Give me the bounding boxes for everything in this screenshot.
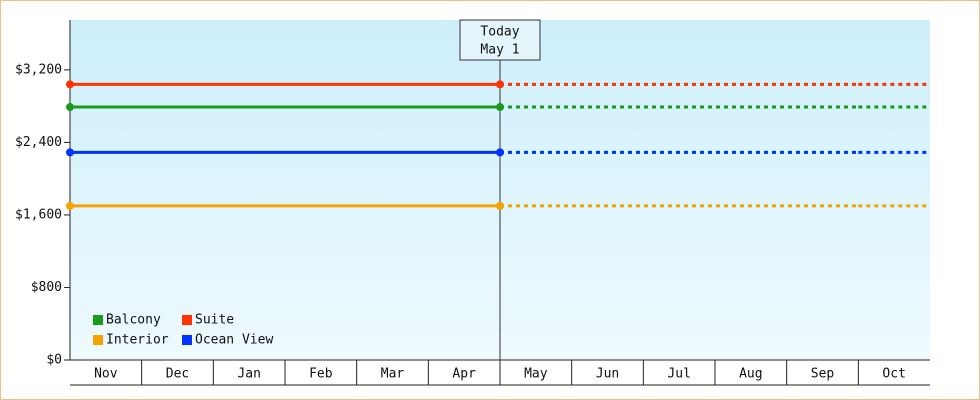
y-tick-label: $800 — [31, 280, 62, 295]
legend-label: Suite — [195, 313, 234, 328]
x-tick-label: Sep — [811, 367, 835, 382]
y-tick-label: $2,400 — [15, 135, 62, 150]
point — [496, 103, 504, 112]
x-tick-label: Feb — [309, 367, 333, 382]
x-tick-label: Apr — [452, 367, 476, 382]
point — [66, 80, 74, 89]
legend-swatch — [182, 335, 192, 345]
x-tick-label: Jul — [667, 367, 690, 382]
legend-label: Balcony — [106, 313, 161, 328]
legend-swatch — [93, 335, 103, 345]
y-tick-label: $1,600 — [15, 207, 62, 222]
y-tick-label: $0 — [46, 353, 62, 368]
point — [496, 201, 504, 210]
legend-label: Interior — [106, 333, 169, 348]
x-tick-label: Oct — [882, 367, 905, 382]
y-tick-label: $3,200 — [15, 62, 62, 77]
x-tick-label: Dec — [166, 367, 189, 382]
today-date: May 1 — [480, 43, 519, 58]
x-tick-label: Mar — [381, 367, 405, 382]
x-tick-label: May — [524, 367, 548, 382]
x-tick-label: Nov — [94, 367, 118, 382]
today-box — [459, 19, 541, 61]
x-tick-label: Jun — [596, 367, 619, 382]
point — [496, 80, 504, 89]
legend-swatch — [93, 315, 103, 325]
today-title: Today — [480, 25, 519, 40]
point — [496, 148, 504, 157]
point — [66, 201, 74, 210]
legend-swatch — [182, 315, 192, 325]
point — [66, 103, 74, 112]
legend-label: Ocean View — [195, 333, 273, 348]
x-tick-label: Jan — [237, 367, 260, 382]
x-tick-label: Aug — [739, 367, 762, 382]
point — [66, 148, 74, 157]
